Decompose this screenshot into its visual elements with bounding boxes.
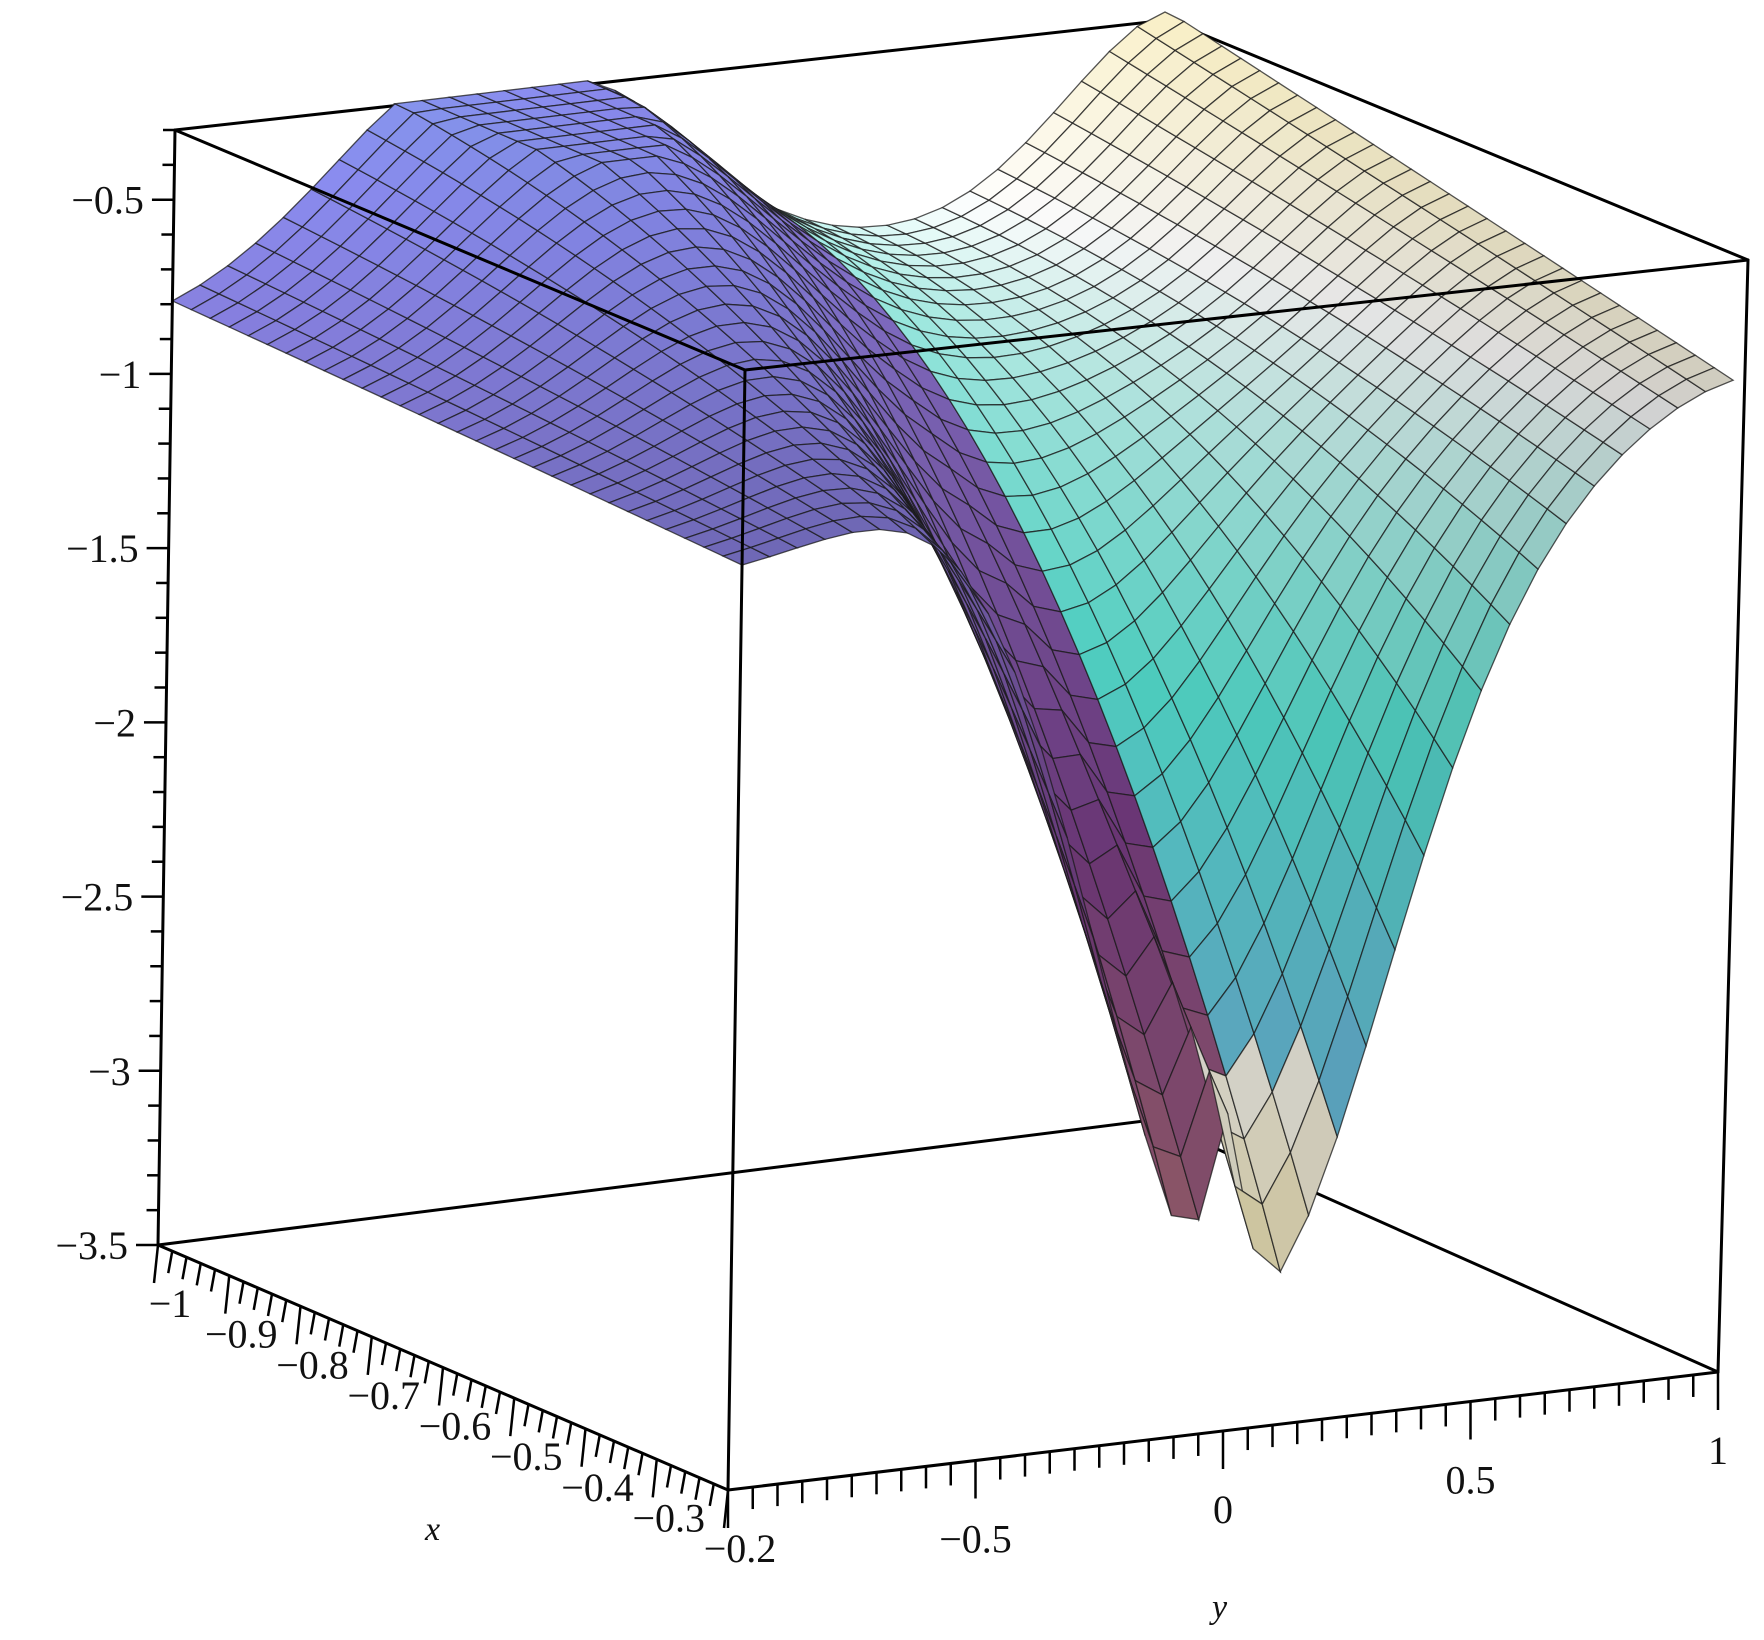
x-tick-label: −0.5 [490, 1434, 563, 1479]
z-tick-label: −1 [99, 352, 142, 397]
x-tick-label: −0.6 [419, 1404, 492, 1449]
y-axis: −0.5 0 0.5 1 [726, 1372, 1728, 1562]
x-minor-tick [452, 1373, 459, 1396]
x-minor-tick [637, 1453, 644, 1476]
x-minor-tick [338, 1324, 345, 1347]
x-tick-label: −0.2 [704, 1526, 777, 1571]
x-tick-label: −0.8 [276, 1342, 349, 1387]
x-tick-label: −0.4 [561, 1465, 634, 1510]
z-tick-label: −1.5 [66, 526, 139, 571]
x-minor-tick [181, 1257, 188, 1280]
x-major-tick [366, 1336, 373, 1376]
x-major-tick [651, 1459, 658, 1498]
x-minor-tick [608, 1440, 616, 1464]
x-minor-tick [266, 1293, 274, 1317]
x-minor-tick [566, 1422, 573, 1445]
x-minor-tick [680, 1471, 687, 1494]
z-axis: −0.5 −1 −1.5 −2 −2.5 −3 −3.5 [55, 128, 175, 1268]
x-tick-label: −0.7 [347, 1373, 420, 1418]
x-minor-tick [494, 1391, 502, 1415]
z-tick-label: −0.5 [71, 178, 144, 223]
x-minor-tick [423, 1361, 430, 1384]
x-major-tick [152, 1244, 160, 1284]
x-minor-tick [352, 1330, 359, 1353]
x-minor-tick [551, 1416, 559, 1439]
x-minor-tick [480, 1385, 487, 1409]
x-major-tick [224, 1275, 231, 1314]
x-major-tick [295, 1306, 302, 1345]
x-minor-tick [466, 1379, 473, 1402]
x-minor-tick [252, 1287, 259, 1311]
surface [170, 11, 1735, 1274]
x-minor-tick [238, 1281, 245, 1304]
x-axis: −1 −0.9−0.8−0.7−0.6−0.5−0.4−0.3−0.2 [149, 1244, 777, 1571]
x-minor-tick [395, 1348, 402, 1372]
x-minor-tick [708, 1483, 715, 1507]
x-minor-tick [537, 1410, 544, 1433]
x-major-tick [580, 1428, 587, 1467]
z-tick-label: −2 [93, 700, 136, 745]
z-tick-label: −3.5 [55, 1223, 128, 1268]
x-minor-tick [623, 1446, 630, 1470]
x-minor-tick [694, 1477, 701, 1500]
x-major-tick [509, 1397, 516, 1437]
x-minor-tick [323, 1318, 331, 1341]
x-axis-title: x [424, 1511, 440, 1548]
y-tick-label: −0.5 [939, 1517, 1012, 1562]
x-tick-label: −1 [149, 1281, 192, 1326]
x-minor-tick [523, 1404, 530, 1427]
x-minor-tick [281, 1299, 288, 1323]
y-tick-label: 0 [1213, 1487, 1233, 1532]
y-tick-label: 0.5 [1446, 1458, 1496, 1503]
x-minor-tick [665, 1465, 673, 1488]
y-axis-title: y [1209, 1589, 1228, 1626]
x-minor-tick [409, 1355, 416, 1378]
z-tick-label: −2.5 [61, 875, 134, 920]
x-minor-tick [309, 1312, 316, 1335]
x-tick-label: −0.9 [205, 1312, 278, 1357]
x-major-tick [437, 1367, 445, 1406]
surface-patch [1685, 366, 1735, 393]
x-tick-label: −0.3 [632, 1495, 705, 1540]
x-minor-tick [594, 1434, 601, 1458]
y-tick-label: 1 [1708, 1428, 1728, 1473]
z-tick-label: −3 [88, 1049, 131, 1094]
x-minor-tick [195, 1263, 202, 1286]
x-minor-tick [380, 1342, 388, 1366]
x-minor-tick [209, 1269, 217, 1292]
x-minor-tick [167, 1250, 174, 1274]
